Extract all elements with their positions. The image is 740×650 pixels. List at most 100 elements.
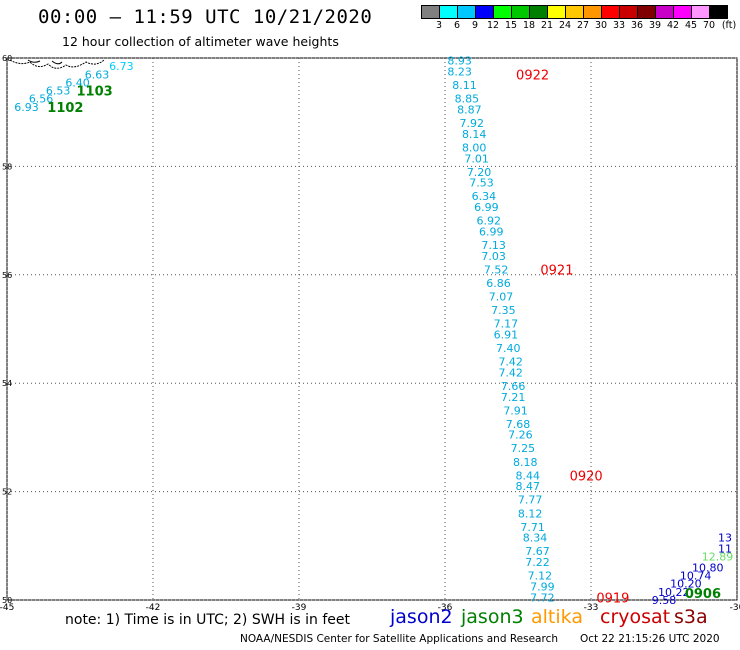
wave-height-value: 7.42 — [498, 366, 523, 379]
wave-height-value: 6.86 — [486, 277, 511, 290]
wave-height-value: 7.35 — [491, 304, 516, 317]
wave-height-value: 7.99 — [530, 580, 555, 593]
wave-height-value: 8.47 — [515, 480, 540, 493]
wave-height-value: 6.73 — [109, 60, 134, 73]
wave-height-value: 7.13 — [481, 239, 506, 252]
wave-height-value: 6.63 — [85, 68, 110, 81]
wave-height-value: 7.66 — [501, 380, 526, 393]
colorbar-tick-label: 12 — [486, 20, 500, 31]
pass-time-label: 0906 — [685, 587, 721, 602]
wave-height-value: 8.87 — [457, 103, 482, 116]
wave-height-value: 7.21 — [501, 391, 526, 404]
wave-height-value: 12.89 — [702, 551, 734, 564]
colorbar-tick-label: 9 — [471, 20, 479, 31]
wave-height-value: 6.99 — [474, 201, 499, 214]
wave-height-value: 8.18 — [513, 456, 538, 469]
wave-height-value: 9.58 — [652, 594, 677, 607]
footer-note: note: 1) Time is in UTC; 2) SWH is in fe… — [65, 612, 351, 628]
generated-timestamp: Oct 22 21:15:26 UTC 2020 — [580, 633, 720, 645]
colorbar-tick-label: 18 — [522, 20, 536, 31]
pass-time-label: 0922 — [516, 68, 549, 83]
wave-height-value: 6.53 — [46, 85, 71, 98]
colorbar-tick-label: 3 — [435, 20, 443, 31]
wave-height-value: 6.56 — [29, 93, 54, 106]
wave-height-value: 7.68 — [506, 418, 531, 431]
legend-altika-label: altika — [531, 606, 583, 628]
colorbar-tick-label: 21 — [540, 20, 554, 31]
wave-height-value: 7.71 — [520, 521, 545, 534]
lon-tick-label: -39 — [292, 603, 307, 613]
wave-height-value: 7.03 — [481, 250, 506, 263]
wave-height-value: 7.67 — [525, 545, 550, 558]
lon-tick-label: -45 — [0, 603, 14, 613]
pass-time-label: 0921 — [540, 263, 573, 278]
wave-height-value: 8.44 — [515, 469, 540, 482]
lat-tick-label: 50 — [2, 596, 12, 605]
wave-height-colorbar — [421, 5, 728, 20]
wave-height-value: 7.53 — [469, 177, 494, 190]
page-subtitle: 12 hour collection of altimeter wave hei… — [62, 34, 339, 49]
legend-jason3: jason3 — [461, 606, 524, 628]
colorbar-tick-label: 70 — [702, 20, 716, 31]
legend-cryosat-label: cryosat — [600, 606, 671, 628]
wave-height-value: 6.99 — [479, 225, 504, 238]
page-title: 00:00 – 11:59 UTC 10/21/2020 — [38, 6, 373, 28]
lon-tick-label: -33 — [584, 603, 599, 613]
legend-altika: altika — [531, 606, 583, 628]
wave-height-value: 7.72 — [530, 591, 555, 604]
wave-height-value: 8.00 — [462, 141, 487, 154]
wave-height-value: 10.74 — [680, 570, 712, 583]
credit-text: NOAA/NESDIS Center for Satellite Applica… — [240, 633, 558, 645]
lat-tick-label: 52 — [2, 488, 12, 497]
colorbar-unit-label: (ft) — [721, 20, 737, 31]
wave-height-value: 8.14 — [462, 128, 487, 141]
wave-height-value: 8.85 — [455, 93, 480, 106]
colorbar-tick-label: 15 — [504, 20, 518, 31]
colorbar-tick-label: 24 — [558, 20, 572, 31]
wave-height-value: 7.77 — [518, 494, 543, 507]
wave-height-value: 6.34 — [472, 190, 497, 203]
pass-time-label: 1103 — [77, 85, 113, 100]
wave-height-value: 13 — [718, 532, 732, 545]
colorbar-tick-label: 39 — [648, 20, 662, 31]
lon-tick-label: -36 — [438, 603, 453, 613]
wave-height-value: 7.92 — [460, 117, 485, 130]
wave-height-value: 7.52 — [484, 263, 509, 276]
legend-s3a-label: s3a — [674, 606, 708, 628]
wave-height-value: 7.07 — [489, 290, 514, 303]
colorbar-tick-label: 36 — [630, 20, 644, 31]
wave-height-value: 6.91 — [494, 328, 519, 341]
wave-height-value: 7.01 — [464, 152, 489, 165]
wave-height-value: 8.23 — [447, 66, 472, 79]
colorbar-tick-label: 27 — [576, 20, 590, 31]
legend-jason2: jason2 — [390, 606, 453, 628]
wave-height-value: 7.12 — [528, 570, 553, 583]
wave-height-value: 8.93 — [447, 55, 472, 68]
wave-height-value: 6.40 — [65, 76, 90, 89]
colorbar-swatch — [709, 5, 728, 19]
wave-height-value: 7.42 — [498, 356, 523, 369]
wave-height-value: 8.12 — [518, 507, 543, 520]
colorbar-tick-label: 30 — [594, 20, 608, 31]
wave-height-value: 10.80 — [692, 561, 724, 574]
colorbar-tick-label: 6 — [453, 20, 461, 31]
lon-tick-label: -42 — [146, 603, 161, 613]
lon-tick-label: -30 — [730, 603, 740, 613]
pass-time-label: 1102 — [47, 101, 83, 116]
wave-height-value: 7.17 — [494, 318, 519, 331]
coastline — [9, 59, 105, 69]
wave-height-value: 7.20 — [467, 166, 492, 179]
coastline-detail — [27, 59, 63, 65]
wave-height-value: 7.22 — [525, 556, 550, 569]
lat-tick-label: 56 — [2, 271, 12, 280]
wave-height-value: 10.20 — [670, 578, 702, 591]
pass-time-label: 0920 — [570, 469, 603, 484]
wave-height-value: 6.93 — [14, 101, 39, 114]
colorbar-tick-label: 45 — [684, 20, 698, 31]
map-frame — [6, 57, 738, 601]
wave-height-value: 11 — [718, 543, 732, 556]
wave-height-value: 8.34 — [523, 532, 548, 545]
colorbar-tick-label: 33 — [612, 20, 626, 31]
wave-height-value: 7.25 — [511, 442, 536, 455]
